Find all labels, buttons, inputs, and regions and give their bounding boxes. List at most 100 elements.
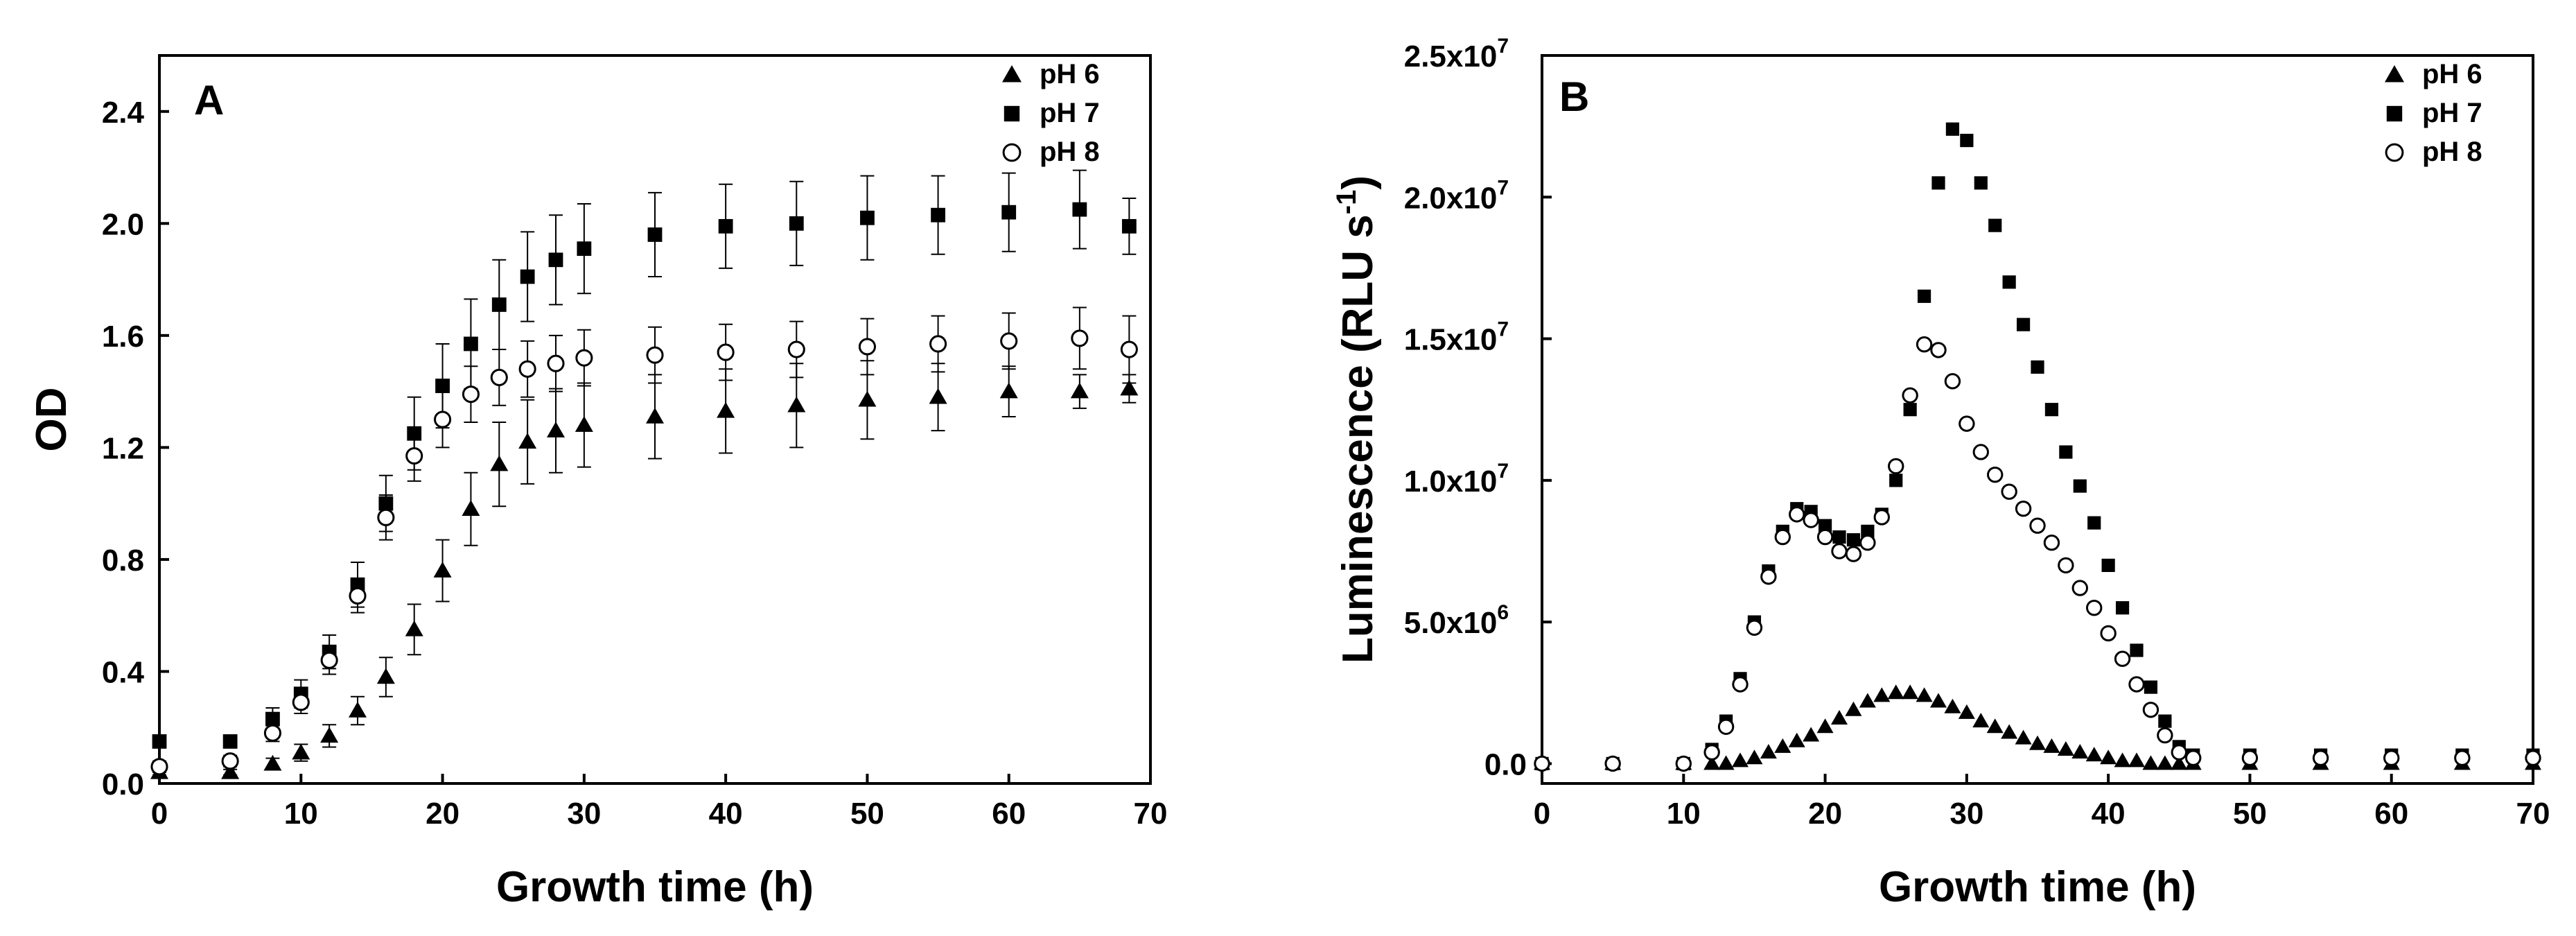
panel-b-ph8-point (1774, 528, 1791, 546)
panel-b-ph8-point (2157, 727, 2173, 744)
panel-a-y-tick-label: 0.4 (102, 655, 145, 689)
panel-a-y-axis-title: OD (28, 388, 76, 452)
panel-b-y-tick-label: 1.0x107 (1404, 460, 1509, 499)
panel-a-ph8-point (434, 410, 452, 428)
panel-a-x-tick-label: 50 (850, 797, 884, 831)
panel-a-ph6-point (575, 416, 593, 432)
panel-b-y-axis-title-sup: -1 (1331, 190, 1362, 215)
panel-a-ph8-point (292, 693, 310, 711)
panel-a-ph6-point (646, 407, 664, 424)
panel-a-ph8-point (462, 385, 480, 404)
panel-b-ph8-point (1604, 755, 1621, 772)
panel-a-ph6-point (433, 562, 452, 578)
panel-a-ph8-point (320, 651, 338, 669)
panel-b-ph6-point (2171, 755, 2188, 770)
panel-a-x-tick-label: 70 (1134, 797, 1168, 831)
panel-b-ph7-point (2044, 403, 2059, 417)
panel-b-ph8-point (1789, 506, 1805, 523)
panel-b-x-axis-title: Growth time (h) (1879, 863, 2196, 911)
panel-a-ph8-point (263, 724, 281, 742)
panel-a-ph7-point (407, 426, 422, 441)
panel-a-ph8-point (349, 587, 367, 605)
panel-b-x-tick-label: 40 (2092, 797, 2126, 831)
panel-b-ph7-point (1846, 533, 1861, 547)
panel-a-ph7-point (152, 734, 167, 749)
panel-b-ph8-point (1930, 342, 1947, 358)
panel-a-ph6-point (462, 500, 480, 516)
panel-b-ph7-point (1945, 122, 1960, 136)
panel-b-frame (1541, 54, 2534, 785)
panel-b-legend-ph8-marker (2385, 143, 2404, 162)
panel-b-ph8-point (2171, 744, 2187, 761)
panel-b-ph8-point (2312, 749, 2329, 766)
panel-b-ph8-point (1972, 444, 1989, 460)
panel-a-ph6-point (320, 727, 339, 743)
panel-a-y-tick-label: 2.0 (102, 207, 144, 241)
panel-b-legend-ph6-marker (2385, 65, 2404, 83)
panel-b-ph7-point (2073, 479, 2087, 493)
panel-a-ph7-point (520, 269, 535, 284)
panel-a-letter: A (194, 77, 224, 123)
panel-b-ph7-point (1931, 176, 1945, 190)
panel-b-ph8-point (2043, 535, 2060, 551)
panel-b-x-tick-label: 30 (1949, 797, 1983, 831)
panel-a-chart: A Growth time (h) OD 0 10 20 30 40 50 60 70 0.0… (28, 54, 1168, 911)
panel-a-legend-ph8-label: pH 8 (1040, 137, 1100, 167)
panel-b-ph6-point (1859, 693, 1876, 708)
panel-a-x-axis-title: Growth time (h) (496, 863, 814, 911)
panel-b-ph8-point (1888, 458, 1904, 475)
panel-a-ph8-point (575, 349, 593, 367)
panel-b-y-axis-title: Luminescence (RLU s-1) (1331, 175, 1382, 664)
panel-a-ph8-point (405, 447, 423, 465)
panel-b-ph8-point (1959, 415, 1975, 432)
panel-b-ph7-point (2002, 275, 2016, 289)
panel-a-ph6-point (717, 401, 735, 418)
panel-a-ph8-point (490, 368, 508, 386)
panel-b-ph8-point (1944, 373, 1961, 390)
panel-b-ph7-point (2115, 601, 2130, 615)
panel-b-ph6-point (2029, 735, 2046, 750)
panel-b-ph8-point (2015, 500, 2032, 517)
panel-b-ph6-point (1930, 693, 1947, 708)
panel-b-ph6-point (1944, 698, 1961, 713)
panel-b-legend-ph6-label: pH 6 (2422, 59, 2482, 89)
panel-a-ph8-point (1071, 329, 1089, 347)
panel-b-ph6-point (2085, 747, 2103, 762)
panel-b-y-tick-label: 0.0 (1484, 747, 1527, 781)
panel-a-x-tick-label: 60 (992, 797, 1026, 831)
panel-b-ph6-point (1774, 738, 1791, 753)
panel-a-ph7-point (265, 711, 280, 727)
panel-b-ph6-point (1916, 687, 1933, 702)
panel-a-legend-ph8-marker (1002, 143, 1022, 162)
panel-a-ph7-point (789, 216, 804, 231)
panel-b-ph8-point (2241, 749, 2259, 766)
panel-b-ph7-point (2059, 445, 2073, 459)
panel-b-ph6-point (2057, 740, 2074, 756)
panel-b-ph8-point (1703, 744, 1720, 761)
panel-b-ph8-point (1831, 543, 1848, 560)
panel-a-ph7-point (647, 227, 663, 242)
panel-a-ph6-point (858, 390, 877, 407)
panel-a-legend-ph6-marker (1002, 65, 1022, 83)
panel-b-ph6-point (2114, 752, 2131, 768)
panel-b-ph8-point (1717, 718, 1735, 735)
panel-a-y-tick-label: 1.6 (102, 320, 144, 354)
panel-b-x-tick-label: 10 (1667, 797, 1701, 831)
panel-b-ph7-point (2130, 643, 2144, 657)
panel-a-ph8-point (858, 338, 876, 356)
panel-b-ph8-point (2383, 749, 2400, 766)
panel-b-ph8-point (1816, 528, 1834, 546)
panel-b-ph8-point (2001, 483, 2017, 500)
panel-a-ph8-point (221, 752, 239, 770)
panel-b-x-tick-label: 50 (2233, 797, 2267, 831)
panel-a-ph8-point (1000, 332, 1018, 350)
panel-b-ph6-point (1703, 755, 1721, 770)
panel-b-ph7-point (2087, 516, 2101, 530)
panel-b-legend-ph7-marker (2386, 105, 2403, 122)
panel-a-ph8-point (547, 354, 565, 372)
panel-b-ph8-point (2525, 749, 2541, 766)
panel-b-ph6-point (1873, 687, 1891, 702)
panel-b-ph8-point (1916, 336, 1933, 353)
panel-a-ph7-point (491, 297, 507, 312)
panel-b-ph8-point (2071, 580, 2088, 596)
